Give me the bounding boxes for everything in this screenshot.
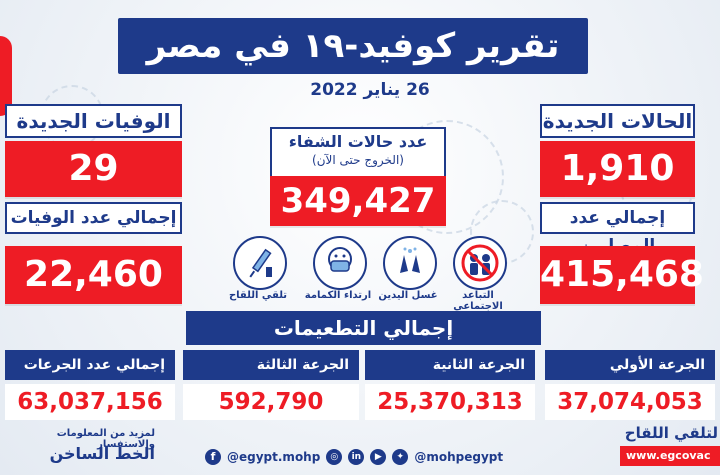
- precaution-hand-washing: غسل اليدين: [373, 236, 443, 306]
- precaution-label: التباعد الاجتماعي: [453, 290, 503, 312]
- dose-second-label: الجرعة الثانية: [365, 350, 535, 380]
- recovered-value: 349,427: [270, 176, 446, 226]
- vaccine-syringe-icon: [233, 236, 287, 290]
- new-deaths-value: 29: [5, 141, 182, 197]
- total-deaths-label: إجمالي عدد الوفيات: [5, 202, 182, 234]
- social-handle-left[interactable]: @egypt.mohp: [227, 450, 321, 464]
- precaution-face-mask: ارتداء الكمامة: [303, 236, 373, 306]
- facebook-icon[interactable]: f: [205, 449, 221, 465]
- new-deaths-label: الوفيات الجديدة: [5, 104, 182, 138]
- social-handle-right[interactable]: @mohpegypt: [414, 450, 504, 464]
- precaution-label: تلقي اللقاح: [228, 290, 288, 301]
- hotline-title: الخط الساخن: [49, 444, 155, 463]
- total-cases-value: 415,468: [540, 246, 704, 304]
- new-cases-value: 1,910: [540, 141, 695, 197]
- precaution-social-distancing: التباعد الاجتماعي: [443, 236, 513, 312]
- new-cases-label: الحالات الجديدة: [540, 104, 695, 138]
- report-title: تقرير كوفيد-١٩ في مصر: [118, 18, 588, 74]
- report-date: 26 يناير 2022: [310, 80, 430, 100]
- vaccine-registration-url[interactable]: www.egcovac: [620, 446, 720, 466]
- dose-first-label: الجرعة الأولي: [545, 350, 715, 380]
- dose-third-label: الجرعة الثالثة (التنشيطية): [183, 350, 359, 403]
- linkedin-icon[interactable]: in: [348, 449, 365, 465]
- dose-total-label: إجمالي عدد الجرعات: [5, 350, 175, 380]
- hotline-info: لمزيد من المعلومات والاستفسار: [56, 428, 155, 450]
- precaution-label: ارتداء الكمامة: [304, 290, 372, 301]
- precaution-vaccine: تلقي اللقاح: [223, 236, 293, 306]
- instagram-icon[interactable]: ◎: [326, 449, 343, 465]
- dose-total-value: 63,037,156: [5, 384, 175, 420]
- hand-washing-icon: [383, 236, 437, 290]
- vaccinations-header: إجمالي التطعيمات: [186, 311, 541, 345]
- total-cases-label: إجمالي عدد المصابين: [540, 202, 695, 256]
- dose-third-value: 592,790: [183, 384, 359, 420]
- youtube-icon[interactable]: ▶: [370, 449, 387, 465]
- recovered-sublabel: (الخروج حتى الآن): [312, 153, 404, 167]
- total-deaths-value: 22,460: [5, 246, 182, 304]
- social-bar: f @egypt.mohp ◎ in ▶ ✦ @mohpegypt: [205, 446, 545, 468]
- precaution-label: غسل اليدين: [378, 290, 438, 301]
- recovered-label: عدد حالات الشفاء: [288, 132, 428, 151]
- social-distancing-icon: [453, 236, 507, 290]
- dose-first-value: 37,074,053: [545, 384, 715, 420]
- vaccine-registration-title: لتلقي اللقاح: [624, 424, 718, 442]
- dose-second-value: 25,370,313: [365, 384, 535, 420]
- logo-edge: [0, 36, 12, 116]
- face-mask-icon: [313, 236, 367, 290]
- twitter-icon[interactable]: ✦: [392, 449, 409, 465]
